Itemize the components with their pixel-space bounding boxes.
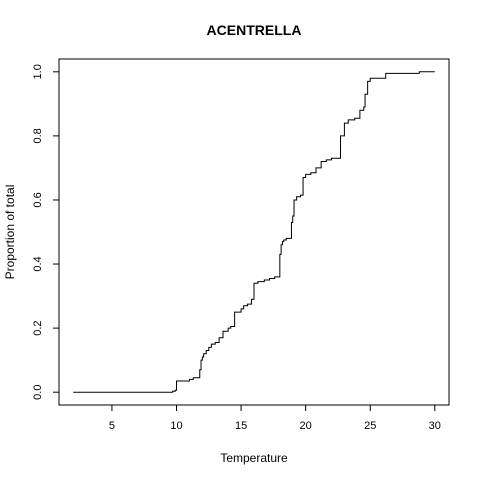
x-tick-label: 5 bbox=[109, 420, 115, 432]
series-line bbox=[73, 71, 435, 393]
y-axis: 0.0 0.2 0.4 0.6 0.8 1.0 bbox=[32, 64, 59, 400]
x-tick-label: 15 bbox=[235, 420, 247, 432]
chart-title: ACENTRELLA bbox=[207, 22, 302, 38]
x-axis-label: Temperature bbox=[220, 451, 288, 465]
y-tick-label: 0.0 bbox=[32, 385, 44, 400]
x-tick-label: 10 bbox=[170, 420, 182, 432]
x-tick-label: 25 bbox=[364, 420, 376, 432]
y-tick-label: 0.4 bbox=[32, 256, 44, 271]
y-tick-label: 1.0 bbox=[32, 64, 44, 79]
y-tick-label: 0.8 bbox=[32, 128, 44, 143]
x-tick-label: 30 bbox=[429, 420, 441, 432]
y-tick-label: 0.2 bbox=[32, 320, 44, 335]
x-axis: 5 10 15 20 25 30 bbox=[109, 405, 441, 432]
y-tick-label: 0.6 bbox=[32, 192, 44, 207]
plot-frame bbox=[58, 58, 450, 406]
x-tick-label: 20 bbox=[300, 420, 312, 432]
y-axis-label: Proportion of total bbox=[3, 185, 17, 280]
